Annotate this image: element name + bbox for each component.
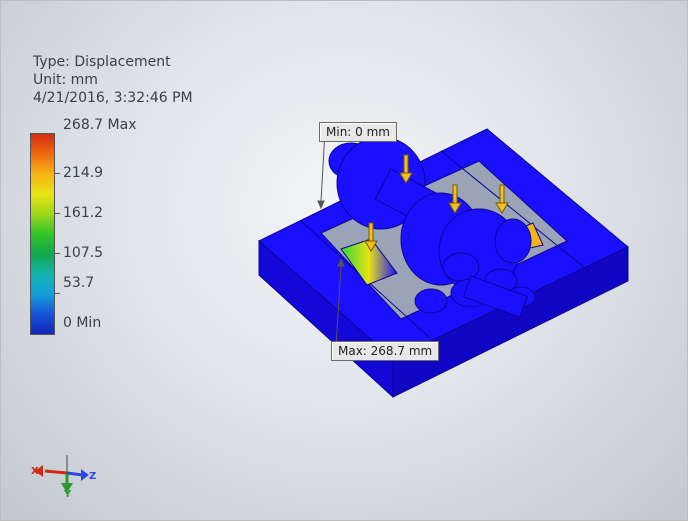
result-type-text: Type: Displacement xyxy=(33,54,171,70)
triad-z-label: Z xyxy=(89,471,97,482)
legend-tick xyxy=(54,293,60,294)
legend-tick-label-1: 214.9 xyxy=(63,165,104,181)
legend-color-bar xyxy=(30,133,55,335)
displacement-hotspot-1 xyxy=(340,238,398,286)
result-info: Type: Displacement Unit: mm 4/21/2016, 3… xyxy=(33,53,193,107)
legend-min-label: 0 Min xyxy=(63,315,102,331)
legend-tick xyxy=(54,173,60,174)
min-callout[interactable]: Min: 0 mm xyxy=(319,122,397,142)
legend-max-label: 268.7 Max xyxy=(63,117,137,133)
triad-y-label: Y xyxy=(64,489,72,500)
load-arrows xyxy=(364,154,509,252)
legend-tick-label-3: 107.5 xyxy=(63,245,104,261)
legend-tick-label-4: 53.7 xyxy=(63,275,95,291)
drum-assembly xyxy=(328,136,536,318)
result-timestamp: 4/21/2016, 3:32:46 PM xyxy=(33,90,193,106)
legend-tick-label-2: 161.2 xyxy=(63,205,104,221)
triad-x-label: X xyxy=(31,466,39,477)
max-callout[interactable]: Max: 268.7 mm xyxy=(331,341,440,361)
legend-tick xyxy=(54,253,60,254)
legend-tick xyxy=(54,213,60,214)
callout-leaders xyxy=(317,130,345,347)
triad-axes-icon xyxy=(35,455,89,493)
orientation-triad[interactable]: X Y Z xyxy=(29,441,109,501)
result-unit-text: Unit: mm xyxy=(33,72,98,88)
color-legend[interactable]: 268.7 Max 214.9 161.2 107.5 53.7 0 Min xyxy=(30,117,230,341)
